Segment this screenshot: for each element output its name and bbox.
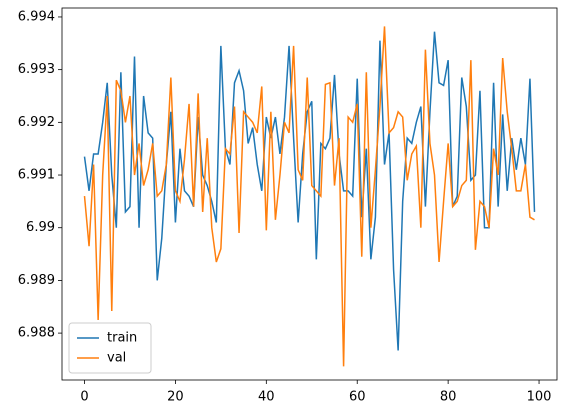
series-line [83,31,536,351]
y-tick-label: 6.989 [18,273,55,288]
axes-frame [61,7,558,381]
y-tick-label: 6.988 [18,326,55,341]
legend-box [68,322,152,374]
x-tick-label: 80 [440,390,457,405]
y-tick-label: 6.991 [18,168,55,183]
x-tick-label: 100 [527,390,552,405]
legend-label: train [107,331,137,346]
legend: train val [68,322,152,374]
legend-label: val [107,351,126,366]
y-tick-label: 6.993 [18,62,55,77]
y-tick-label: 6.992 [18,115,55,130]
x-tick-label: 20 [167,390,184,405]
x-tick-label: 0 [80,390,88,405]
x-tick-label: 60 [349,390,366,405]
x-tick-label: 40 [258,390,275,405]
y-tick-label: 6.994 [18,9,55,24]
series-line [83,26,535,367]
y-tick-label: 6.99 [26,220,55,235]
